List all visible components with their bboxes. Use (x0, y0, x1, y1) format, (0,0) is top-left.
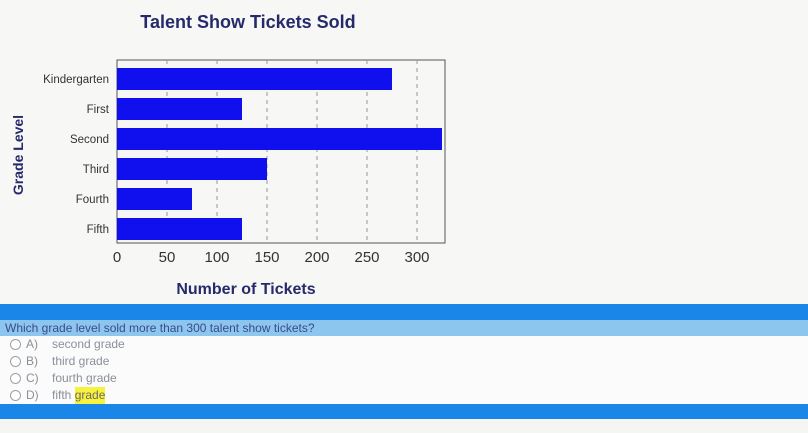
header-band (0, 304, 808, 320)
bar-fifth (117, 218, 242, 240)
category-labels: Kindergarten First Second Third Fourth Fifth (43, 74, 110, 236)
radio-icon[interactable] (10, 339, 21, 350)
x-tick-label: 200 (304, 249, 329, 266)
category-label: Second (70, 134, 109, 146)
option-letter: C) (26, 371, 39, 385)
category-label: Kindergarten (43, 74, 109, 86)
x-tick-labels: 0 50 100 150 200 250 300 (113, 249, 430, 266)
option-b[interactable]: B) third grade (10, 353, 109, 370)
footer-band (0, 404, 808, 419)
plot-frame (116, 59, 446, 244)
bar-third (117, 158, 267, 180)
answer-options: A) second grade B) third grade C) fourth… (0, 336, 808, 404)
bars (117, 68, 442, 240)
x-tick-label: 150 (254, 249, 279, 266)
page-footer (0, 419, 808, 433)
option-letter: B) (26, 354, 38, 368)
x-axis-label: Number of Tickets (176, 281, 315, 298)
x-tick-label: 250 (354, 249, 379, 266)
option-label: second grade (52, 337, 125, 351)
option-c[interactable]: C) fourth grade (10, 370, 117, 387)
chart-svg: Talent Show Tickets Sold Grade Level Num… (10, 12, 446, 298)
category-label: Fourth (76, 194, 109, 206)
y-axis-label: Grade Level (10, 115, 26, 195)
category-label: Fifth (87, 224, 109, 236)
chart-title: Talent Show Tickets Sold (140, 12, 355, 32)
option-letter: D) (26, 388, 39, 402)
option-d[interactable]: D) fifth grade (10, 387, 106, 404)
option-label: third grade (52, 354, 110, 368)
category-label: First (87, 104, 110, 116)
option-letter: A) (26, 337, 38, 351)
radio-icon[interactable] (10, 356, 21, 367)
radio-icon[interactable] (10, 373, 21, 384)
x-tick-label: 100 (204, 249, 229, 266)
question-text: Which grade level sold more than 300 tal… (0, 320, 808, 336)
bar-second (117, 128, 442, 150)
radio-icon[interactable] (10, 390, 21, 401)
bar-fourth (117, 188, 192, 210)
highlighted-text: grade (74, 387, 106, 404)
x-tick-label: 300 (404, 249, 429, 266)
option-label: fourth grade (52, 371, 117, 385)
option-a[interactable]: A) second grade (10, 336, 125, 353)
option-label: fifth (52, 388, 72, 402)
x-tick-label: 0 (113, 249, 121, 266)
bar-kindergarten (117, 68, 392, 90)
x-tick-label: 50 (159, 249, 176, 266)
category-label: Third (83, 164, 109, 176)
bar-chart: Talent Show Tickets Sold Grade Level Num… (10, 12, 446, 298)
bar-first (117, 98, 242, 120)
gridlines (166, 60, 418, 243)
